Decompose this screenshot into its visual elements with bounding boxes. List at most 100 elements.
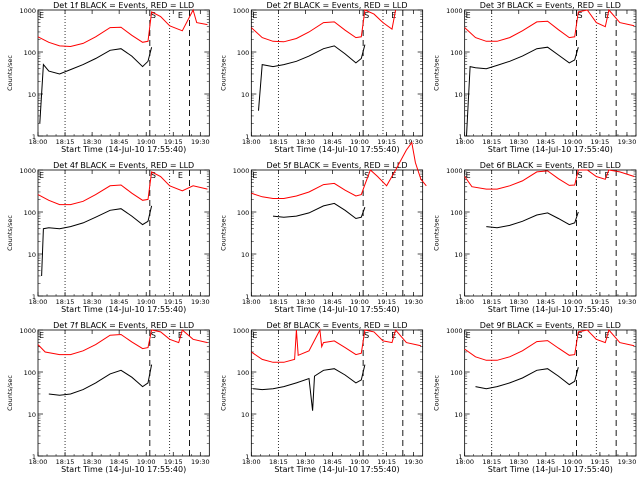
series-events-black bbox=[253, 364, 366, 411]
plot-frame bbox=[250, 329, 424, 457]
y-tick-label: 100 bbox=[237, 369, 249, 377]
event-marker-label: E bbox=[178, 11, 183, 20]
plot-frame bbox=[250, 9, 424, 137]
event-marker-label: E bbox=[466, 171, 471, 180]
x-tick-label: 19:15 bbox=[164, 138, 183, 146]
event-marker-label: S bbox=[151, 171, 156, 180]
x-tick-label: 19:15 bbox=[377, 138, 396, 146]
x-tick-label: 18:15 bbox=[56, 138, 75, 146]
series-events-black bbox=[466, 46, 579, 137]
series-lld-red bbox=[250, 9, 397, 43]
event-marker-label: S bbox=[364, 331, 369, 340]
x-tick-label: 18:00 bbox=[242, 458, 261, 466]
panel-title: Det 7f BLACK = Events, RED = LLD bbox=[53, 321, 194, 330]
y-tick-label: 10 bbox=[28, 91, 36, 99]
panel-4: Det 4f BLACK = Events, RED = LLD 1 10 100 10… bbox=[6, 161, 210, 314]
event-marker-label: S bbox=[577, 331, 582, 340]
y-tick-label: 100 bbox=[237, 49, 249, 57]
y-tick-label: 1000 bbox=[19, 167, 36, 175]
y-tick-label: 1000 bbox=[446, 327, 463, 335]
event-marker-label: E bbox=[39, 171, 44, 180]
x-tick-label: 18:45 bbox=[110, 298, 129, 306]
x-tick-label: 18:15 bbox=[56, 458, 75, 466]
x-tick-label: 18:00 bbox=[242, 298, 261, 306]
x-tick-label: 18:15 bbox=[269, 138, 288, 146]
y-tick-label: 1 bbox=[459, 293, 463, 301]
x-tick-label: 19:00 bbox=[350, 138, 369, 146]
x-tick-label: 18:30 bbox=[83, 298, 102, 306]
plot-frame bbox=[464, 169, 637, 297]
y-tick-label: 1 bbox=[245, 293, 249, 301]
plot-frame bbox=[37, 329, 210, 457]
event-marker-label: S bbox=[151, 331, 156, 340]
y-tick-label: 1 bbox=[32, 453, 36, 461]
x-tick-label: 19:30 bbox=[404, 458, 423, 466]
event-marker-label: S bbox=[364, 11, 369, 20]
series-lld-red bbox=[37, 171, 208, 206]
x-tick-label: 18:30 bbox=[83, 138, 102, 146]
y-tick-label: 1000 bbox=[233, 167, 250, 175]
y-tick-label: 100 bbox=[237, 209, 249, 217]
event-marker-label: S bbox=[364, 171, 369, 180]
x-tick-label: 18:00 bbox=[29, 458, 48, 466]
panel-title: Det 9f BLACK = Events, RED = LLD bbox=[480, 321, 621, 330]
x-tick-label: 18:30 bbox=[296, 138, 315, 146]
y-tick-label: 10 bbox=[241, 91, 249, 99]
x-tick-label: 19:00 bbox=[137, 298, 156, 306]
x-tick-label: 18:00 bbox=[455, 298, 474, 306]
y-tick-label: 1 bbox=[459, 133, 463, 141]
series-lld-red bbox=[37, 8, 208, 48]
x-tick-label: 19:15 bbox=[591, 298, 610, 306]
event-marker-label: E bbox=[466, 331, 471, 340]
plot-frame bbox=[464, 329, 637, 457]
series-events-black bbox=[48, 364, 153, 396]
y-tick-label: 10 bbox=[454, 251, 462, 259]
y-tick-label: 10 bbox=[241, 411, 249, 419]
x-tick-label: 18:45 bbox=[323, 138, 342, 146]
y-tick-label: 1 bbox=[459, 453, 463, 461]
x-tick-label: 19:15 bbox=[164, 458, 183, 466]
y-tick-label: 10 bbox=[241, 251, 249, 259]
y-tick-label: 1000 bbox=[446, 7, 463, 15]
event-marker-label: S bbox=[577, 11, 582, 20]
y-axis-label: Counts/sec bbox=[219, 215, 227, 251]
series-lld-red bbox=[464, 8, 635, 42]
x-tick-label: 18:30 bbox=[296, 298, 315, 306]
x-tick-label: 19:15 bbox=[377, 458, 396, 466]
y-tick-label: 1000 bbox=[19, 327, 36, 335]
series-lld-red bbox=[464, 169, 635, 190]
series-lld-red bbox=[251, 141, 427, 199]
event-marker-label: E bbox=[391, 171, 396, 180]
series-lld-red bbox=[37, 329, 208, 356]
x-tick-label: 19:00 bbox=[564, 458, 583, 466]
series-events-black bbox=[475, 367, 579, 390]
series-lld-red bbox=[464, 328, 635, 361]
panel-6: Det 6f BLACK = Events, RED = LLD 1 10 100 10… bbox=[433, 161, 637, 314]
x-axis-label: Start Time (14-Jul-10 17:55:40) bbox=[61, 305, 186, 314]
x-tick-label: 19:00 bbox=[564, 138, 583, 146]
panel-1: Det 1f BLACK = Events, RED = LLD 1 10 100 10… bbox=[6, 1, 210, 154]
event-marker-label: E bbox=[39, 11, 44, 20]
x-tick-label: 19:30 bbox=[404, 138, 423, 146]
x-axis-label: Start Time (14-Jul-10 17:55:40) bbox=[61, 465, 186, 474]
panel-title: Det 8f BLACK = Events, RED = LLD bbox=[266, 321, 407, 330]
panel-title: Det 4f BLACK = Events, RED = LLD bbox=[53, 161, 194, 170]
panel-2: Det 2f BLACK = Events, RED = LLD 1 10 100 10… bbox=[219, 1, 424, 154]
x-tick-label: 19:00 bbox=[350, 298, 369, 306]
x-tick-label: 18:00 bbox=[29, 138, 48, 146]
event-marker-label: E bbox=[252, 171, 257, 180]
event-marker-label: E bbox=[252, 11, 257, 20]
event-marker-label: E bbox=[252, 331, 257, 340]
x-tick-label: 19:30 bbox=[191, 298, 210, 306]
x-tick-label: 18:30 bbox=[509, 298, 528, 306]
x-tick-label: 19:00 bbox=[137, 138, 156, 146]
x-tick-label: 19:00 bbox=[350, 458, 369, 466]
plot-frame bbox=[37, 9, 210, 137]
x-axis-label: Start Time (14-Jul-10 17:55:40) bbox=[274, 145, 399, 154]
plot-frame bbox=[464, 9, 637, 137]
x-tick-label: 18:15 bbox=[482, 458, 501, 466]
x-tick-label: 18:00 bbox=[455, 458, 474, 466]
x-tick-label: 19:15 bbox=[164, 298, 183, 306]
panel-7: Det 7f BLACK = Events, RED = LLD 1 10 100 10… bbox=[6, 321, 210, 474]
